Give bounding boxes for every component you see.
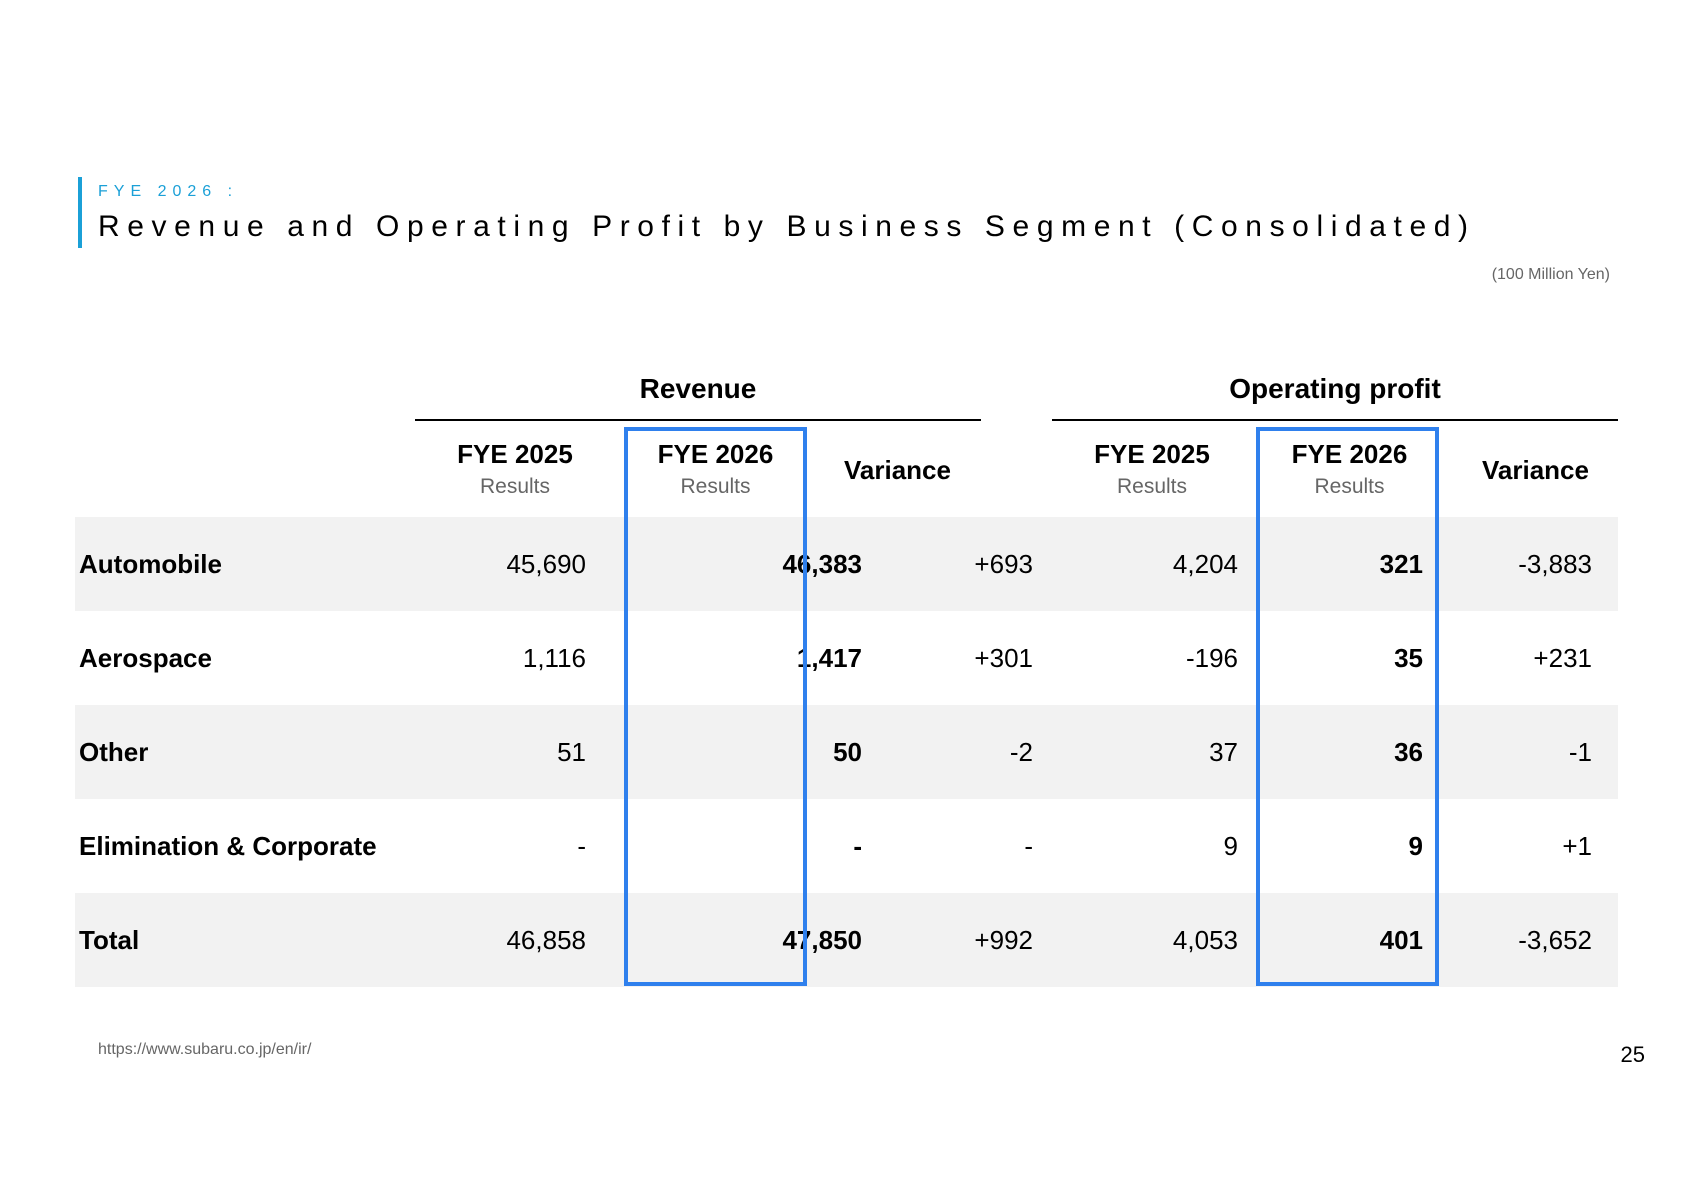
cell-op-variance: +1 [1562,831,1592,861]
cell-op-2026: 9 [1408,831,1423,861]
row-label: Other [79,737,149,767]
cell-op-2025: 9 [1223,831,1238,861]
cell-op-2026: 35 [1394,643,1423,673]
cell-op-2025: 4,053 [1172,925,1238,955]
row-label: Aerospace [79,643,212,673]
cell-op-2025: -196 [1185,643,1238,673]
col-head-main: Variance [844,455,951,485]
highlight-box-op-fye2026 [1256,427,1439,986]
cell-rev-2025: 45,690 [506,549,586,579]
cell-rev-2025: 51 [557,737,586,767]
row-label: Total [79,925,140,955]
col-head-rev-2026: FYE 2026 Results [628,439,803,499]
cell-op-variance: -3,883 [1518,549,1592,579]
group-label-revenue: Revenue [639,373,757,404]
cell-rev-variance: +693 [974,549,1033,579]
cell-op-variance: -3,652 [1518,925,1592,955]
cell-rev-2025: 46,858 [506,925,586,955]
title-block: FYE 2026 : Revenue and Operating Profit … [78,177,1476,248]
table-row-automobile: Automobile 45,690 46,383 +693 4,204 321 … [75,517,1618,611]
col-head-rev-2025: FYE 2025 Results [415,439,615,499]
col-head-main: Variance [1482,455,1589,485]
slide-title: Revenue and Operating Profit by Business… [98,210,1476,243]
col-head-sub: Results [1314,475,1385,498]
page-number: 25 [1620,1042,1645,1067]
cell-op-variance: -1 [1568,737,1592,767]
cell-op-2026: 401 [1379,925,1423,955]
cell-rev-2026: 50 [833,737,862,767]
cell-op-variance: +231 [1533,643,1592,673]
cell-rev-2026: - [853,831,862,861]
cell-rev-variance: +992 [974,925,1033,955]
group-rule-operating-profit [1052,419,1618,421]
table-row-total: Total 46,858 47,850 +992 4,053 401 -3,65… [75,893,1618,987]
cell-op-2025: 4,204 [1172,549,1238,579]
col-head-op-2025: FYE 2025 Results [1052,439,1252,499]
group-rule-revenue [415,419,981,421]
cell-rev-variance: - [1024,831,1033,861]
cell-rev-2026: 46,383 [782,549,862,579]
table-row-aerospace: Aerospace 1,116 1,417 +301 -196 35 +231 [75,611,1618,705]
table-row-other: Other 51 50 -2 37 36 -1 [75,705,1618,799]
col-head-rev-variance: Variance [810,455,985,486]
col-head-op-2026: FYE 2026 Results [1262,439,1437,499]
row-label: Automobile [79,549,222,579]
col-head-main: FYE 2026 [657,439,774,469]
col-head-sub: Results [680,475,751,498]
group-label-operating-profit: Operating profit [1229,373,1441,404]
cell-op-2026: 321 [1379,549,1423,579]
cell-op-2025: 37 [1209,737,1238,767]
table-row-elimination-corporate: Elimination & Corporate - - - 9 9 +1 [75,799,1618,893]
col-head-sub: Results [479,475,551,498]
cell-op-2026: 36 [1394,737,1423,767]
col-head-op-variance: Variance [1448,455,1623,486]
slide-kicker: FYE 2026 : [98,183,239,200]
col-head-main: FYE 2026 [1291,439,1408,469]
row-label: Elimination & Corporate [79,831,377,861]
col-head-main: FYE 2025 [457,439,573,469]
cell-rev-variance: -2 [1009,737,1033,767]
footer-url: https://www.subaru.co.jp/en/ir/ [98,1041,312,1058]
unit-note: (100 Million Yen) [1491,266,1610,283]
cell-rev-2025: 1,116 [522,643,586,673]
cell-rev-2026: 1,417 [796,643,862,673]
col-head-main: FYE 2025 [1094,439,1210,469]
cell-rev-variance: +301 [974,643,1033,673]
highlight-box-revenue-fye2026 [624,427,807,986]
col-head-sub: Results [1116,475,1188,498]
cell-rev-2025: - [577,831,586,861]
cell-rev-2026: 47,850 [782,925,862,955]
